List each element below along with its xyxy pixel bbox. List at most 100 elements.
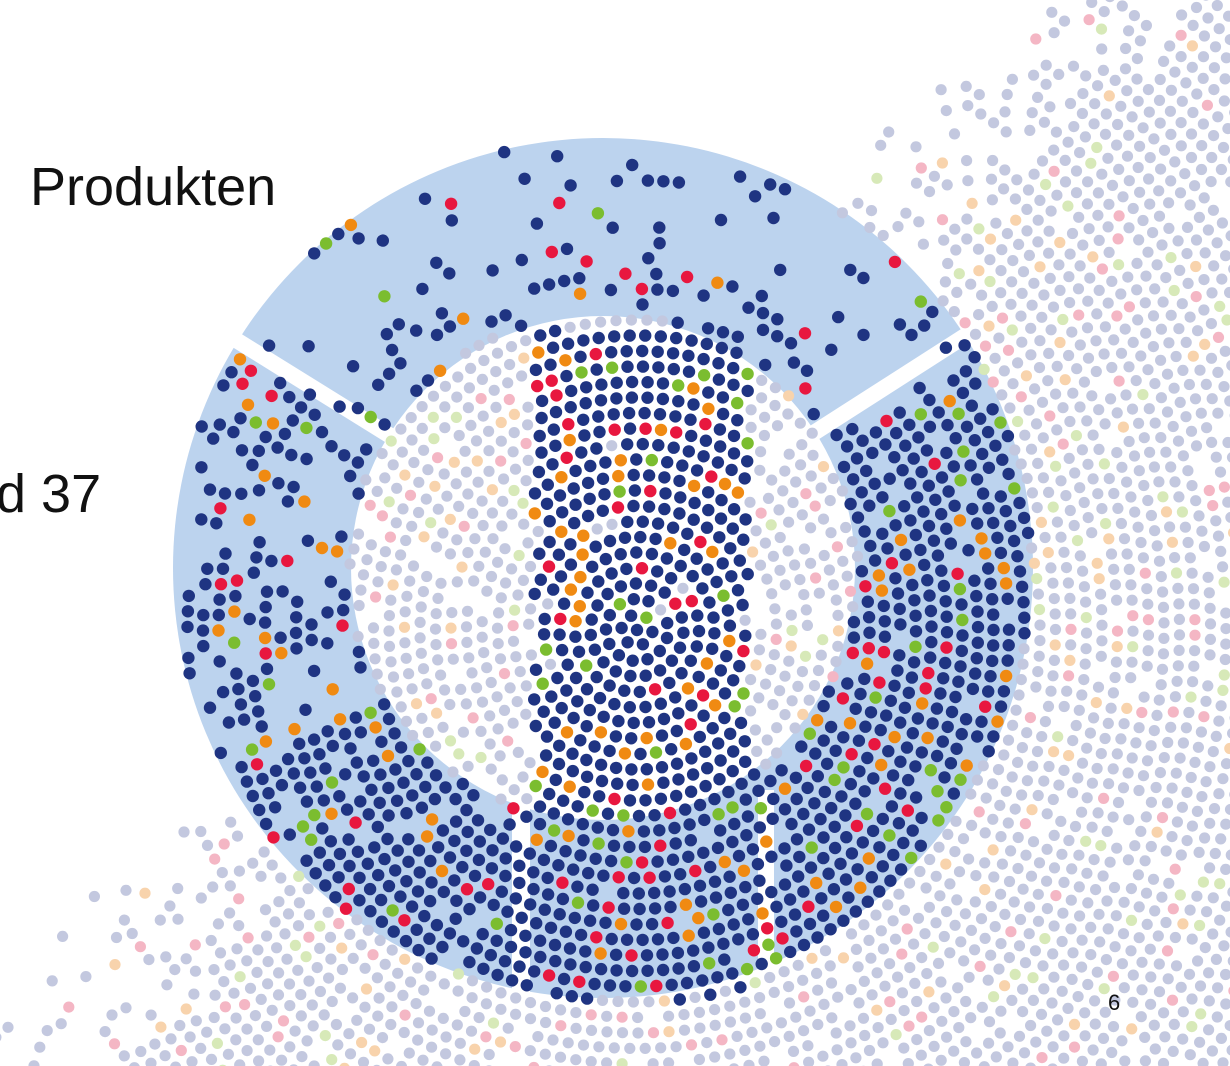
dot — [994, 700, 1008, 713]
dot — [175, 1044, 187, 1057]
dot — [924, 604, 938, 618]
dot — [1187, 19, 1199, 31]
dot — [656, 392, 670, 406]
dot — [1155, 679, 1167, 691]
dot — [1107, 1021, 1120, 1033]
dot — [1139, 1031, 1151, 1043]
dot — [1032, 888, 1044, 900]
dot — [654, 697, 667, 710]
dot — [801, 619, 814, 632]
dot — [1047, 670, 1059, 682]
dot — [1147, 310, 1160, 322]
dot — [684, 785, 698, 798]
dot — [663, 1010, 675, 1022]
dot — [355, 939, 367, 951]
dot — [143, 954, 155, 966]
dot — [1136, 706, 1148, 719]
dot — [663, 1057, 675, 1066]
dot — [385, 343, 399, 357]
dot — [713, 773, 726, 786]
dot — [1227, 887, 1230, 897]
dot — [969, 667, 982, 680]
dot — [1155, 392, 1167, 404]
dot — [724, 727, 737, 740]
dot — [685, 752, 698, 765]
dot — [727, 745, 740, 758]
dot — [700, 521, 714, 534]
dot — [648, 683, 662, 696]
dot — [1173, 629, 1186, 641]
dot — [1175, 29, 1187, 41]
dot — [968, 351, 981, 364]
dot — [764, 178, 777, 191]
dot — [1081, 867, 1093, 879]
dot — [965, 1012, 977, 1024]
dot — [817, 461, 830, 473]
dot — [344, 928, 356, 941]
dot — [873, 841, 886, 854]
dot — [465, 1025, 478, 1037]
dot — [627, 468, 640, 482]
dot — [818, 785, 831, 799]
dot — [568, 516, 581, 530]
dot — [479, 546, 491, 558]
dot — [1079, 131, 1091, 143]
dot — [659, 487, 672, 500]
dot — [1197, 72, 1209, 84]
dot — [708, 627, 721, 640]
dot — [742, 913, 755, 926]
dot — [394, 357, 407, 370]
dot — [1063, 452, 1075, 464]
dot — [783, 516, 795, 528]
dot — [491, 347, 504, 359]
dot — [118, 1050, 130, 1062]
dot — [541, 888, 555, 901]
dot — [702, 386, 715, 399]
dot — [1184, 904, 1196, 916]
dot — [1034, 335, 1046, 347]
dot — [577, 529, 590, 542]
dot — [675, 611, 688, 624]
dot — [1192, 325, 1204, 337]
dot — [700, 657, 714, 670]
dot — [792, 870, 805, 883]
dot — [951, 894, 963, 906]
dot — [1064, 504, 1076, 517]
dot — [849, 702, 862, 715]
dot — [1221, 314, 1230, 326]
dot — [1080, 612, 1092, 624]
dot — [570, 1007, 582, 1019]
dot — [1103, 246, 1115, 258]
dot — [626, 158, 639, 172]
dot — [258, 616, 272, 629]
dot — [1015, 310, 1027, 322]
dot — [714, 213, 728, 227]
dot — [775, 1017, 788, 1029]
dot — [865, 952, 877, 964]
dot — [1147, 341, 1159, 353]
dot — [444, 548, 456, 560]
dot — [587, 899, 600, 912]
dot — [892, 817, 906, 830]
dot — [532, 465, 546, 479]
dot — [1094, 936, 1106, 948]
dot — [1038, 983, 1050, 995]
dot — [896, 987, 909, 999]
dot — [1135, 1011, 1147, 1023]
dot — [683, 818, 696, 831]
dot — [262, 678, 276, 691]
dot — [931, 549, 945, 562]
dot — [548, 716, 561, 729]
dot — [1170, 960, 1183, 972]
dot — [287, 480, 300, 494]
dot — [718, 855, 731, 869]
dot — [360, 474, 372, 486]
dot — [352, 528, 365, 540]
dot — [697, 709, 710, 722]
dot — [1096, 604, 1108, 616]
dot — [1170, 350, 1182, 363]
dot — [195, 825, 207, 838]
dot — [1199, 942, 1211, 954]
dot — [1007, 255, 1019, 267]
dot — [973, 309, 985, 321]
